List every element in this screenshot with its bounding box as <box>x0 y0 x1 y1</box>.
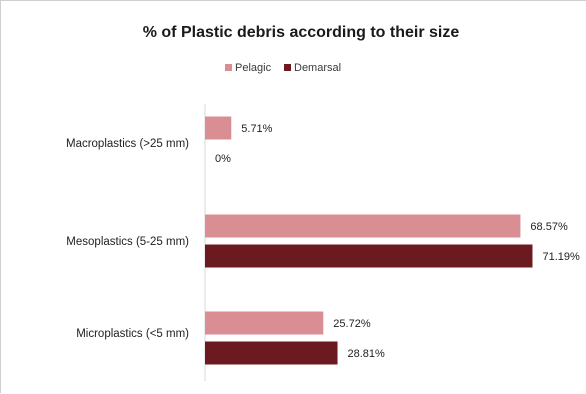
data-label-pelagic-mesoplastics: 68.57% <box>530 221 568 233</box>
bar-demarsal-mesoplastics <box>205 244 533 268</box>
bar-pelagic-mesoplastics <box>205 214 521 238</box>
legend-label-demarsal: Demarsal <box>294 62 341 74</box>
data-label-demarsal-microplastics: 28.81% <box>348 348 386 360</box>
bar-pelagic-microplastics <box>205 311 324 335</box>
legend-swatch-pelagic <box>225 64 232 71</box>
legend: Pelagic Demarsal <box>225 62 341 74</box>
data-labels-group: 5.71% 68.57% 25.72% 0% 71.19% 28.81% <box>215 123 580 360</box>
data-label-pelagic-macroplastics: 5.71% <box>241 123 272 135</box>
category-label-microplastics: Microplastics (<5 mm) <box>76 328 189 340</box>
category-label-macroplastics: Macroplastics (>25 mm) <box>66 138 189 150</box>
bar-demarsal-microplastics <box>205 341 338 365</box>
category-label-mesoplastics: Mesoplastics (5-25 mm) <box>66 236 189 248</box>
legend-label-pelagic: Pelagic <box>235 62 272 74</box>
data-label-demarsal-mesoplastics: 71.19% <box>542 251 580 263</box>
legend-swatch-demarsal <box>284 64 291 71</box>
category-labels: Macroplastics (>25 mm) Mesoplastics (5-2… <box>66 138 189 340</box>
data-label-demarsal-macroplastics: 0% <box>215 153 231 165</box>
bars-group <box>205 116 533 365</box>
data-label-pelagic-microplastics: 25.72% <box>333 318 371 330</box>
chart-title: % of Plastic debris according to their s… <box>143 24 460 41</box>
bar-pelagic-macroplastics <box>205 116 232 140</box>
